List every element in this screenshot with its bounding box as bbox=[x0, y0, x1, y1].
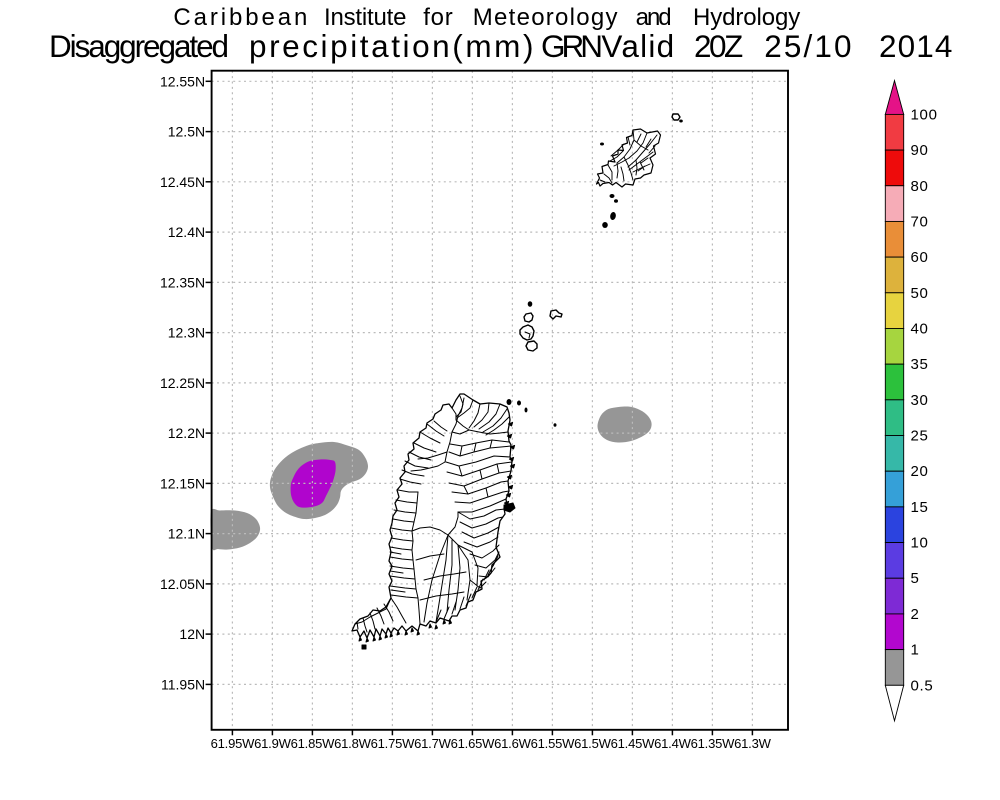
svg-text:2: 2 bbox=[911, 606, 920, 623]
svg-text:11.95N: 11.95N bbox=[161, 676, 205, 692]
svg-text:12.05N: 12.05N bbox=[160, 576, 205, 592]
svg-text:15: 15 bbox=[911, 499, 929, 516]
svg-text:61.6W: 61.6W bbox=[494, 736, 532, 751]
svg-text:10: 10 bbox=[911, 535, 929, 552]
svg-text:5: 5 bbox=[911, 570, 920, 587]
svg-text:61.45W: 61.45W bbox=[611, 736, 656, 751]
svg-text:40: 40 bbox=[911, 321, 929, 338]
svg-text:12.4N: 12.4N bbox=[168, 224, 205, 240]
svg-text:12.3N: 12.3N bbox=[168, 325, 205, 341]
svg-text:12.2N: 12.2N bbox=[168, 425, 205, 441]
svg-text:61.9W: 61.9W bbox=[254, 736, 292, 751]
svg-text:61.65W: 61.65W bbox=[451, 736, 496, 751]
svg-text:12.25N: 12.25N bbox=[160, 375, 205, 391]
svg-text:12.55N: 12.55N bbox=[160, 73, 205, 89]
svg-text:35: 35 bbox=[911, 356, 929, 373]
svg-text:61.85W: 61.85W bbox=[291, 736, 336, 751]
svg-text:90: 90 bbox=[911, 142, 929, 159]
svg-text:12N: 12N bbox=[179, 626, 205, 642]
svg-text:20: 20 bbox=[911, 463, 929, 480]
svg-text:61.5W: 61.5W bbox=[574, 736, 612, 751]
svg-text:12.35N: 12.35N bbox=[160, 274, 205, 290]
svg-text:100: 100 bbox=[911, 106, 938, 123]
svg-text:0.5: 0.5 bbox=[911, 677, 934, 694]
svg-text:61.35W: 61.35W bbox=[691, 736, 736, 751]
svg-text:80: 80 bbox=[911, 178, 929, 195]
svg-text:12.15N: 12.15N bbox=[160, 475, 205, 491]
svg-text:50: 50 bbox=[911, 285, 929, 302]
svg-text:61.8W: 61.8W bbox=[334, 736, 372, 751]
svg-text:70: 70 bbox=[911, 213, 929, 230]
svg-text:60: 60 bbox=[911, 249, 929, 266]
svg-text:61.75W: 61.75W bbox=[371, 736, 416, 751]
svg-text:61.95W: 61.95W bbox=[211, 736, 256, 751]
svg-text:1: 1 bbox=[911, 642, 920, 659]
svg-text:12.5N: 12.5N bbox=[168, 124, 205, 140]
svg-text:30: 30 bbox=[911, 392, 929, 409]
svg-text:25: 25 bbox=[911, 428, 929, 445]
svg-text:12.45N: 12.45N bbox=[160, 174, 205, 190]
svg-text:61.4W: 61.4W bbox=[654, 736, 692, 751]
svg-text:61.3W: 61.3W bbox=[734, 736, 772, 751]
svg-text:12.1N: 12.1N bbox=[168, 526, 205, 542]
svg-text:61.55W: 61.55W bbox=[531, 736, 576, 751]
svg-text:61.7W: 61.7W bbox=[414, 736, 452, 751]
